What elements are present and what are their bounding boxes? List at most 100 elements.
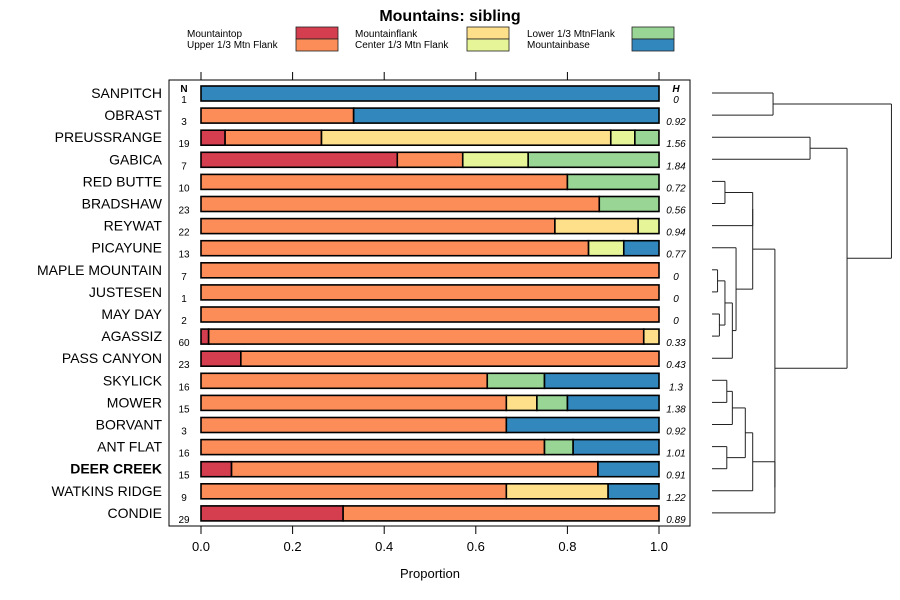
bar-segment [461,151,529,169]
bar-segment [200,482,508,500]
n-value: 15 [178,471,190,482]
n-value: 9 [181,493,187,504]
h-value: 0.77 [666,250,686,261]
x-tick-label: 0.0 [192,539,210,554]
legend-label: Mountaintop [187,29,242,40]
legend-label: Center 1/3 Mtn Flank [355,40,449,51]
h-value: 0.72 [666,183,686,194]
n-value: 16 [178,449,190,460]
bar-segment [207,328,645,345]
n-value: 29 [178,515,190,526]
h-value: 0.92 [666,117,686,128]
n-value: 2 [181,316,187,327]
bar-row: ANT FLAT 16 1.01 [97,439,686,460]
h-value: 0.33 [666,338,686,349]
n-value: 10 [178,183,190,194]
h-value: 1.84 [666,161,686,172]
h-value: 0 [673,95,679,106]
x-axis-label: Proportion [400,566,460,581]
bar-segment [200,239,590,257]
n-value: 7 [181,161,187,172]
h-value: 0.94 [666,228,686,239]
category-label: MAPLE MOUNTAIN [37,262,162,278]
n-value: 23 [178,360,190,371]
legend-swatch [295,38,339,52]
x-tick-label: 0.6 [467,539,485,554]
legend-label: Mountainflank [355,29,418,40]
bar-segment [200,372,489,390]
n-value: 22 [178,228,190,239]
bar-row: OBRAST 3 0.92 [104,107,686,128]
h-value: 1.3 [669,382,683,393]
n-value: 3 [181,427,187,438]
bar-segment [342,505,660,522]
category-label: ANT FLAT [97,439,162,455]
category-label: MAY DAY [101,306,162,322]
category-label: WATKINS RIDGE [52,483,162,499]
bar-segment [572,438,660,456]
category-label: MOWER [107,394,162,410]
category-label: REYWAT [104,218,163,234]
bar-segment [200,85,660,102]
category-label: RED BUTTE [83,173,162,189]
bar-row: BORVANT 3 0.92 [96,417,687,438]
bar-row: GABICA 7 1.84 [109,151,686,172]
bar-row: REYWAT 22 0.94 [104,218,687,239]
bar-segment [486,372,546,390]
category-label: BORVANT [96,417,163,433]
category-label: SANPITCH [91,85,162,101]
n-value: 15 [178,404,190,415]
bar-row: RED BUTTE 10 0.72 [83,173,687,194]
bar-segment [505,394,538,412]
bar-segment [200,438,546,456]
category-label: PREUSSRANGE [55,129,162,145]
bar-segment [200,173,569,191]
bar-row: MAPLE MOUNTAIN 7 0 [37,262,679,283]
legend-label: Mountainbase [527,40,590,51]
h-value: 0.89 [666,515,686,526]
bar-row: AGASSIZ 60 0.33 [101,328,686,349]
bar-segment [200,217,556,235]
bar-segment [622,239,660,257]
bar-row: BRADSHAW 23 0.56 [82,196,687,217]
bar-segment [200,350,242,368]
dendrogram [712,92,892,514]
bar-segment [200,394,508,412]
bar-segment [240,350,660,368]
bar-segment [200,460,233,478]
bar-segment [505,482,609,500]
category-label: CONDIE [108,505,162,521]
bar-segment [597,460,660,478]
n-value: 19 [178,139,190,150]
category-label: OBRAST [104,107,162,123]
bar-segment [566,394,660,412]
h-column-header: H [672,84,680,95]
bar-row: JUSTESEN 1 0 [89,284,679,305]
category-label: PASS CANYON [62,350,162,366]
bar-segment [543,438,574,456]
bar-segment [543,372,660,390]
bar-segment [224,129,323,146]
bar-segment [554,217,639,235]
bar-row: PREUSSRANGE 19 1.56 [55,129,687,150]
bar-row: WATKINS RIDGE 9 1.22 [52,483,687,504]
n-value: 7 [181,272,187,283]
bar-segment [200,416,508,434]
bar-segment [642,328,660,345]
h-value: 1.38 [666,404,686,415]
bar-segment [200,328,210,345]
plot-frame [168,79,691,527]
h-value: 0 [673,272,679,283]
bar-row: SANPITCH 1 0 [91,85,679,106]
bar-segment [609,129,636,146]
category-label: DEER CREEK [70,461,162,477]
category-label: GABICA [109,151,163,167]
h-value: 0.56 [666,206,686,217]
bar-segment [200,129,226,146]
bar-row: CONDIE 29 0.89 [108,505,687,526]
legend-swatch [631,26,675,40]
bar-segment [200,107,355,124]
bar-row: DEER CREEK 15 0.91 [70,461,686,482]
